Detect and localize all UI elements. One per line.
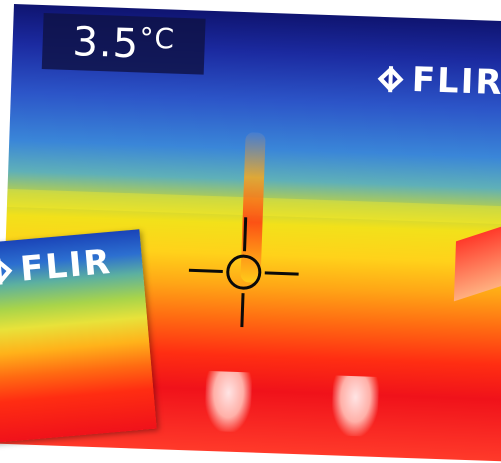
person-silhouette-left	[204, 370, 253, 433]
temperature-value: 3.5°C	[71, 19, 176, 68]
temperature-readout: 3.5°C	[41, 13, 206, 75]
temperature-unit: °C	[138, 21, 176, 56]
diamond-logo-icon	[377, 66, 404, 93]
brand-logo-main: FLIR	[375, 59, 501, 103]
exhaust-plume	[240, 132, 266, 283]
roof-edge-right	[453, 201, 501, 302]
person-silhouette-right	[331, 375, 380, 437]
diamond-logo-icon	[0, 258, 13, 285]
brand-logo-secondary: FLIR	[0, 242, 114, 293]
thermal-image-secondary: FLIR	[0, 229, 157, 445]
brand-logo-text: FLIR	[411, 59, 501, 104]
brand-logo-text: FLIR	[18, 241, 114, 290]
